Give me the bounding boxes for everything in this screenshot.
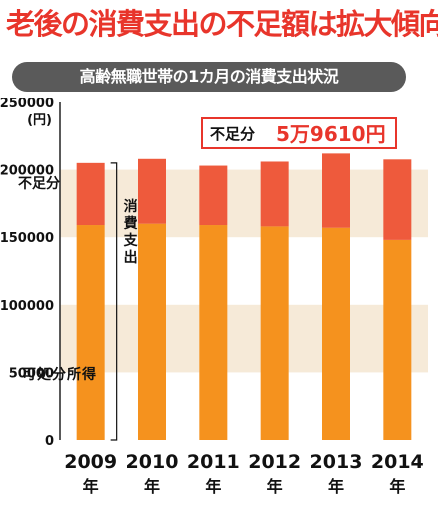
x-tick-label: 2009 [64,451,117,473]
y-tick-label: 50000 [9,366,54,381]
x-tick-label: 2011 [187,451,240,473]
callout-box [201,117,397,149]
x-tick-suffix: 年 [144,477,160,496]
bar-disposable-income [383,239,412,440]
x-tick-label: 2013 [310,451,363,473]
y-tick-label: 100000 [0,299,54,314]
y-axis: (円) [27,102,61,440]
total-spending-label-char: 出 [124,249,138,266]
x-tick-label: 2012 [248,451,301,473]
x-tick-suffix: 年 [83,477,99,496]
bar-disposable-income [76,225,105,440]
y-tick-labels: 0 50000 100000 150000 200000 250000 [0,96,54,449]
grid-band [60,169,428,238]
grid-bands [60,169,428,373]
shortfall-callout: 不足分 5万9610円 [201,117,397,149]
bar-shortfall [199,165,228,226]
in-chart-labels: 不足分 可処分所得 消費支出 [18,162,139,441]
shortfall-series-label: 不足分 [18,176,60,192]
total-spending-label: 消費支出 [123,198,139,266]
y-tick-label: 250000 [0,98,54,111]
page-headline: 老後の消費支出の不足額は拡大傾向! [6,7,438,41]
bar-disposable-income [322,227,350,440]
y-axis-unit: (円) [27,113,52,128]
total-spending-label-char: 支 [123,232,139,249]
bar-shortfall [322,153,350,228]
stacked-bar-chart: (円) 0 50000 100000 150000 200000 250000 2009 年… [0,96,428,496]
disposable-income-series-label: 可処分所得 [22,366,97,383]
callout-label: 不足分 [210,125,255,143]
y-tick-label: 200000 [0,164,54,179]
x-tick-labels: 2009 年 2010 年 2011 年 2012 年 2013 年 2014 年 [64,451,424,496]
x-tick-label: 2010 [126,451,179,473]
bar-disposable-income [138,223,166,440]
x-tick-suffix: 年 [328,477,344,496]
spending-bracket [110,162,118,441]
total-spending-label-char: 費 [124,215,138,232]
bar-shortfall [260,161,289,227]
bar-disposable-income [199,225,228,440]
y-tick-label: 0 [45,434,54,449]
bar-disposable-income [260,226,289,440]
x-tick-suffix: 年 [205,477,221,496]
y-tick-label: 150000 [0,231,54,246]
callout-value: 5万9610円 [276,122,386,146]
bar-shortfall [138,158,166,224]
bar-shortfall [383,159,412,240]
x-tick-suffix: 年 [389,477,405,496]
chart-subtitle-banner: 高齢無職世帯の1カ月の消費支出状況 [12,62,406,92]
grid-band [60,304,428,373]
chart: (円) 0 50000 100000 150000 200000 250000 2009 年… [0,96,438,512]
bar-shortfall [76,162,105,226]
bars [76,153,412,440]
x-tick-label: 2014 [371,451,424,473]
total-spending-label-char: 消 [124,198,138,215]
x-tick-suffix: 年 [267,477,283,496]
